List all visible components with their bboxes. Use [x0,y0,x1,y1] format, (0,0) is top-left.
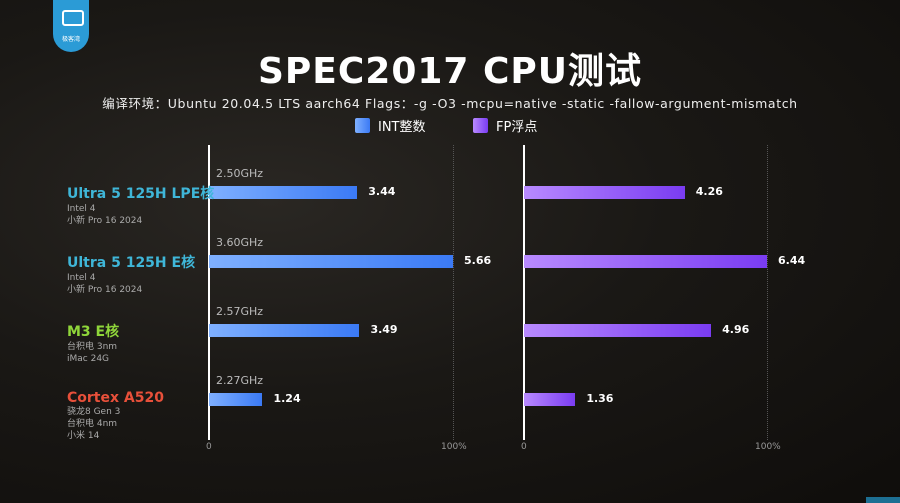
bar-int [209,393,263,406]
category-detail: 小米 14 [67,431,100,441]
bar-int [209,255,453,268]
category-detail: iMac 24G [67,354,110,364]
category-detail: Intel 4 [67,204,96,214]
data-label: 3.44 [368,185,396,198]
data-label: 4.96 [722,323,750,336]
data-label: 3.49 [370,323,398,336]
legend-item-int: INT整数 [355,116,426,135]
category-detail: 小新 Pro 16 2024 [67,285,143,295]
category-name: M3 E核 [67,324,120,340]
category-detail: 台积电 3nm [67,342,118,352]
bar-fp [524,255,767,268]
freq-label: 2.57GHz [216,305,264,318]
freq-label: 2.50GHz [216,167,264,180]
bar-int [209,186,358,199]
chart-title: SPEC2017 CPU测试 [257,51,643,92]
logo-text: 极客湾 [61,36,80,43]
category-detail: 台积电 4nm [67,419,118,429]
category-name: Cortex A520 [67,390,164,406]
tick-label-100: 100% [441,442,467,452]
legend-swatch-fp [473,118,488,133]
legend-item-fp: FP浮点 [473,116,537,135]
category-detail: 骁龙8 Gen 3 [67,407,121,417]
bar-fp [524,186,685,199]
freq-label: 2.27GHz [216,374,264,387]
data-label: 1.24 [273,392,301,405]
category-name: Ultra 5 125H E核 [67,255,196,271]
logo-mark-icon [62,10,84,26]
tick-label-0: 0 [206,442,212,452]
chart-subtitle: 编译环境：Ubuntu 20.04.5 LTS aarch64 Flags：-g… [102,96,798,111]
data-label: 5.66 [464,254,492,267]
axis-line [208,145,210,440]
bar-int [209,324,360,337]
legend-label-int: INT整数 [378,120,426,135]
category-name: Ultra 5 125H LPE核 [67,186,215,202]
category-label: Cortex A520 骁龙8 Gen 3 台积电 4nm 小米 14 [67,390,164,442]
data-label: 4.26 [695,185,723,198]
legend-label-fp: FP浮点 [496,120,538,135]
tick-label-100: 100% [755,442,781,452]
axis-line [523,145,525,440]
category-detail: 小新 Pro 16 2024 [67,216,143,226]
legend-swatch-int [355,118,370,133]
gridline-100 [453,145,454,440]
category-detail: Intel 4 [67,273,96,283]
freq-label: 3.60GHz [216,236,264,249]
category-label: Ultra 5 125H LPE核 Intel 4 小新 Pro 16 2024 [67,183,214,227]
bar-fp [524,393,576,406]
data-label: 6.44 [778,254,806,267]
gridline-100 [767,145,768,440]
corner-watermark [866,497,900,503]
tick-label-0: 0 [521,442,527,452]
category-label: M3 E核台积电 3nm iMac 24G [67,321,119,365]
data-label: 1.36 [586,392,614,405]
brand-logo: 极客湾 [53,0,89,52]
bar-fp [524,324,712,337]
category-label: Ultra 5 125H E核 Intel 4 小新 Pro 16 2024 [67,252,195,296]
